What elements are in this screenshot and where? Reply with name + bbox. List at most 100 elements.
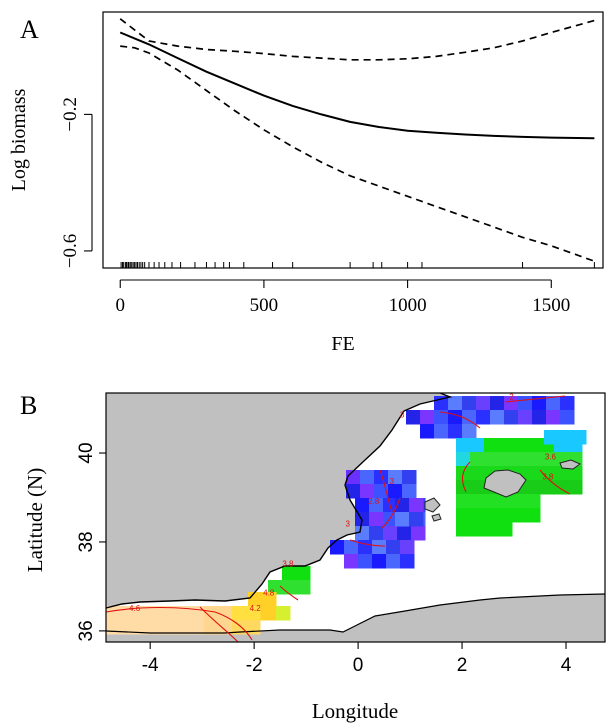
cell-orange xyxy=(176,620,191,635)
cell-orange xyxy=(120,620,135,635)
x-tick-label-a: 500 xyxy=(250,295,279,316)
island-menorca xyxy=(559,459,582,470)
contour-label: 4.2 xyxy=(250,604,262,613)
cell-green xyxy=(512,494,527,509)
cell-yellow xyxy=(262,606,277,621)
x-tick-label-b: -2 xyxy=(246,655,263,676)
panel-b-letter: B xyxy=(20,391,37,420)
contour-label: 3.6 xyxy=(545,453,557,462)
series-fit xyxy=(119,31,595,140)
y-tick-label-b: 38 xyxy=(76,531,97,552)
cell-orange xyxy=(246,620,261,635)
cell-cyan xyxy=(558,430,573,445)
land-africa xyxy=(106,594,605,642)
cell-blue xyxy=(462,396,477,411)
cell-blue xyxy=(374,470,389,485)
contour-label: 2.8 xyxy=(368,497,380,506)
coastline-africa xyxy=(106,593,605,634)
x-axis-label-b: Longitude xyxy=(312,699,398,723)
cell-green xyxy=(456,508,471,523)
cell-blue xyxy=(330,540,345,555)
cell-green xyxy=(456,452,471,467)
y-tick-label-b: 36 xyxy=(76,620,97,641)
cell-orange xyxy=(176,606,191,621)
cell-green xyxy=(484,452,499,467)
cell-green xyxy=(498,522,513,537)
cell-orange xyxy=(190,620,205,635)
contour-labels: 2 3 3.6 3.8 3 2.8 3 3.8 4.84.2 4.6 xyxy=(129,393,557,613)
cell-blue xyxy=(546,396,561,411)
contour-label: 3 xyxy=(400,410,405,419)
cell-blue xyxy=(358,554,373,569)
contour-label: 3.8 xyxy=(282,559,294,568)
cell-blue xyxy=(406,410,421,425)
y-tick-label-a: −0.2 xyxy=(60,97,81,131)
cell-blue xyxy=(546,410,561,425)
cell-blue xyxy=(369,526,384,541)
cell-blue xyxy=(397,526,412,541)
contour-label: 4.8 xyxy=(263,588,275,597)
island-formentera xyxy=(431,513,442,522)
cell-blue xyxy=(532,396,547,411)
cell-blue xyxy=(462,410,477,425)
cell-orange xyxy=(134,606,149,621)
cell-green xyxy=(282,566,297,581)
cell-orange xyxy=(232,620,247,635)
rug-marks xyxy=(120,262,595,268)
cell-green xyxy=(498,494,513,509)
cell-green xyxy=(470,452,485,467)
cell-blue xyxy=(369,512,384,527)
cell-green xyxy=(296,580,311,595)
y-axis-label-b: Latitude (N) xyxy=(23,468,47,572)
map-area: 2 3 3.6 3.8 3 2.8 3 3.8 4.84.2 4.6 xyxy=(106,393,605,642)
cell-green xyxy=(484,494,499,509)
cell-yellow xyxy=(262,592,277,607)
cell-orange xyxy=(190,606,205,621)
series-lower-ci xyxy=(120,45,595,263)
cell-orange xyxy=(218,620,233,635)
cell-blue xyxy=(355,498,370,513)
cell-green xyxy=(296,566,311,581)
plot-a-frame xyxy=(102,11,604,269)
cell-green xyxy=(554,466,569,481)
cell-green xyxy=(470,494,485,509)
cell-blue xyxy=(400,540,415,555)
coastline-iberia xyxy=(106,393,453,609)
biomass-cells xyxy=(106,396,587,635)
cell-green xyxy=(568,466,583,481)
cell-blue xyxy=(560,396,575,411)
cell-blue xyxy=(402,484,417,499)
y-axis-b: 36 38 40 xyxy=(76,442,106,641)
cell-blue xyxy=(369,498,384,513)
cell-blue xyxy=(532,410,547,425)
contour-label: 4.6 xyxy=(129,604,141,613)
panel-a-letter: A xyxy=(20,15,39,44)
cell-blue xyxy=(344,554,359,569)
y-axis-a: −0.6 −0.2 xyxy=(60,97,93,268)
x-axis-a: 0 500 1000 1500 xyxy=(115,279,570,316)
series-upper-ci xyxy=(119,18,595,61)
cell-green xyxy=(512,508,527,523)
x-axis-b: -4 -2 0 2 4 xyxy=(142,642,572,676)
cell-green xyxy=(540,452,555,467)
cell-green xyxy=(484,522,499,537)
cell-orange xyxy=(218,606,233,621)
cell-blue xyxy=(409,498,424,513)
cell-blue xyxy=(560,410,575,425)
cell-orange xyxy=(148,620,163,635)
contour-label: 2 xyxy=(509,393,514,402)
cell-blue xyxy=(386,540,401,555)
cell-green xyxy=(526,494,541,509)
y-axis-label-a: Log biomass xyxy=(8,88,30,191)
cell-green xyxy=(456,438,471,453)
cell-blue xyxy=(518,410,533,425)
cell-blue xyxy=(504,396,519,411)
cell-blue xyxy=(518,396,533,411)
x-tick-label-a: 0 xyxy=(115,295,125,316)
cell-yellow xyxy=(276,606,291,621)
plot-a-lines xyxy=(119,18,595,263)
contour-label: 3 xyxy=(390,477,395,486)
panel-a: A Log biomass FE 0 500 1000 1500 −0.6 −0.2 xyxy=(8,11,604,355)
cell-orange xyxy=(134,620,149,635)
